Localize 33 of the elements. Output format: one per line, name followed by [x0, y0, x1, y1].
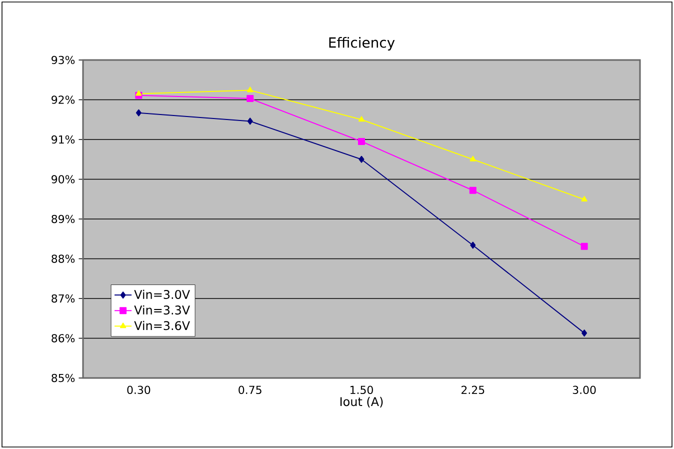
y-tick-label: 91% — [52, 135, 75, 144]
legend-label: Vin=3.0V — [134, 290, 190, 300]
point — [358, 156, 364, 163]
point — [581, 196, 588, 202]
point — [136, 109, 142, 116]
point — [246, 95, 254, 102]
y-tick-label: 88% — [52, 254, 75, 263]
point — [469, 186, 476, 194]
point — [470, 242, 476, 249]
point — [136, 90, 142, 96]
point — [247, 118, 253, 125]
y-tick-label: 86% — [52, 334, 75, 342]
y-tick-label: 92% — [52, 96, 75, 104]
point — [580, 242, 588, 250]
x-tick-label: 1.50 — [350, 386, 373, 394]
point — [247, 86, 254, 92]
x-tick-label: 3.00 — [572, 386, 596, 394]
y-tick-label: 93% — [52, 56, 75, 64]
chart-title: Efficiency — [329, 36, 395, 50]
point — [358, 116, 365, 122]
y-tick-label: 90% — [52, 175, 75, 184]
x-tick-label: 2.25 — [462, 386, 484, 394]
x-tick-label: 0.75 — [238, 386, 262, 394]
y-tick-label: 85% — [52, 374, 75, 382]
y-tick-label: 89% — [52, 214, 75, 224]
point — [582, 330, 588, 337]
legend-label: Vin=3.3V — [134, 305, 190, 315]
legend-label: Vin=3.6V — [134, 320, 190, 330]
point — [358, 138, 366, 145]
y-tick-label: 87% — [52, 294, 75, 303]
x-tick-label: 0.30 — [127, 386, 150, 394]
x-axis-title: Iout (A) — [340, 396, 383, 408]
point — [470, 156, 476, 162]
